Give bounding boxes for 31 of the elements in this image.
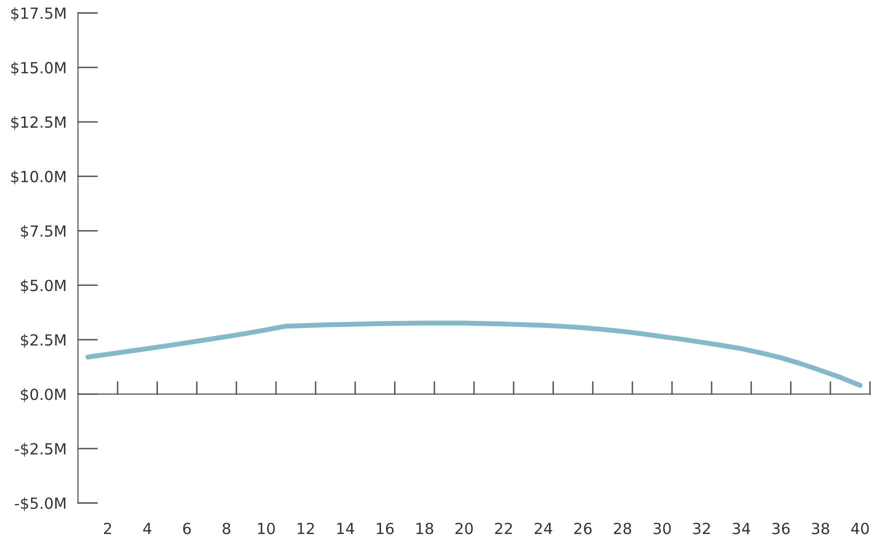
x-tick-label: 40 xyxy=(851,522,869,534)
y-tick-label: -$2.5M xyxy=(14,442,66,457)
x-tick-label: 34 xyxy=(732,522,750,534)
x-tick-label: 38 xyxy=(812,522,830,534)
x-tick-label: 28 xyxy=(614,522,632,534)
y-tick-label: $17.5M xyxy=(11,7,66,22)
x-tick-label: 6 xyxy=(183,522,191,534)
x-tick-label: 30 xyxy=(654,522,671,534)
y-tick-label: -$5.0M xyxy=(14,497,66,512)
x-tick-label: 24 xyxy=(534,522,552,534)
x-tick-label: 8 xyxy=(222,522,230,534)
x-tick-label: 32 xyxy=(693,522,710,534)
y-tick-label: $0.0M xyxy=(20,388,66,402)
y-tick-label: $7.5M xyxy=(20,224,66,239)
x-tick-label: 22 xyxy=(495,522,512,534)
x-tick-label: 20 xyxy=(456,522,473,534)
x-tick-label: 16 xyxy=(376,522,394,534)
x-tick-label: 10 xyxy=(258,522,275,534)
line-series xyxy=(85,320,863,388)
x-tick-label: 2 xyxy=(104,522,112,534)
x-tick-label: 18 xyxy=(416,522,434,534)
y-tick-label: $2.5M xyxy=(20,334,66,348)
x-tick-label: 36 xyxy=(772,522,790,534)
x-tick-label: 26 xyxy=(574,522,592,534)
y-tick-label: $5.0M xyxy=(20,279,66,294)
y-tick-label: $15.0M xyxy=(11,62,66,76)
x-tick-label: 14 xyxy=(337,522,354,534)
x-tick-label: 4 xyxy=(143,522,152,534)
x-tick-label: 12 xyxy=(298,522,314,534)
y-tick-label: $10.0M xyxy=(11,170,66,184)
y-tick-label: $12.5M xyxy=(11,116,66,130)
